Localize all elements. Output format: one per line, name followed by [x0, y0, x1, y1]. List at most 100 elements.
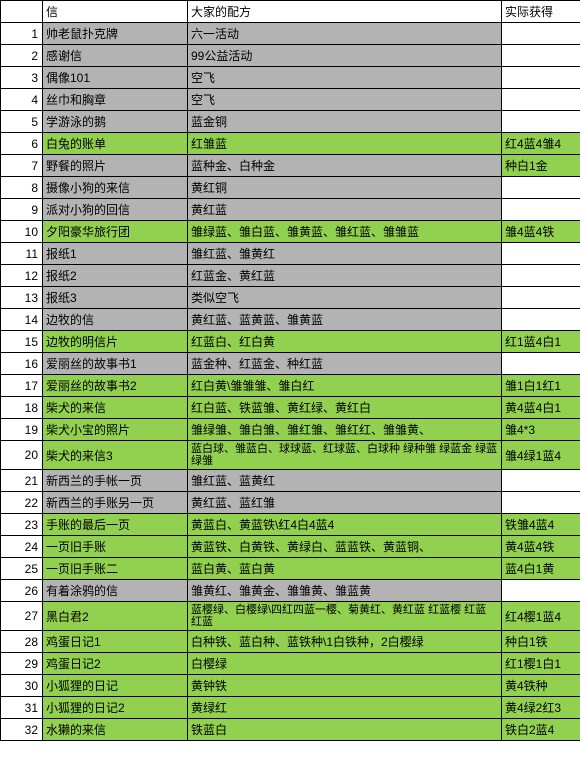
row-recipe: 黄红蓝、蓝黄蓝、雏黄蓝 [188, 309, 502, 331]
table-row: 11报纸1雏红蓝、雏黄红 [1, 243, 580, 265]
row-name: 边牧的明信片 [43, 331, 188, 353]
row-recipe: 黄蓝铁、白黄铁、黄绿白、蓝蓝铁、黄蓝铜、 [188, 536, 502, 558]
table-row: 15边牧的明信片红蓝白、红白黄红1蓝4白1 [1, 331, 580, 353]
row-recipe: 黄红蓝 [188, 199, 502, 221]
table-row: 22新西兰的手账另一页黄红蓝、蓝红雏 [1, 492, 580, 514]
row-number: 31 [1, 697, 43, 719]
table-row: 26有着涂鸦的信雏黄红、雏黄金、雏雏黄、雏蓝黄 [1, 580, 580, 602]
table-row: 9派对小狗的回信黄红蓝 [1, 199, 580, 221]
table-row: 13报纸3类似空飞 [1, 287, 580, 309]
table-row: 20柴犬的来信3蓝白球、雏蓝白、球球蓝、红球蓝、白球种 绿种雏 绿蓝金 绿蓝 绿… [1, 441, 580, 470]
row-result: 红4蓝4雏4 [502, 133, 580, 155]
row-result [502, 492, 580, 514]
row-number: 3 [1, 67, 43, 89]
row-recipe: 黄绿红 [188, 697, 502, 719]
row-result: 红4樱1蓝4 [502, 602, 580, 631]
table-row: 14边牧的信黄红蓝、蓝黄蓝、雏黄蓝 [1, 309, 580, 331]
row-name: 报纸2 [43, 265, 188, 287]
row-name: 一页旧手账 [43, 536, 188, 558]
row-name: 丝巾和胸章 [43, 89, 188, 111]
table-row: 12报纸2红蓝金、黄红蓝 [1, 265, 580, 287]
table-row: 30小狐狸的日记黄钟铁黄4铁种 [1, 675, 580, 697]
row-result: 黄4蓝4白1 [502, 397, 580, 419]
row-number: 1 [1, 23, 43, 45]
row-result: 黄4蓝4铁 [502, 536, 580, 558]
row-result: 种白1铁 [502, 631, 580, 653]
row-number: 17 [1, 375, 43, 397]
row-name: 有着涂鸦的信 [43, 580, 188, 602]
row-number: 26 [1, 580, 43, 602]
row-result [502, 67, 580, 89]
row-number: 29 [1, 653, 43, 675]
row-result: 雏4蓝4铁 [502, 221, 580, 243]
row-recipe: 蓝白黄、蓝白黄 [188, 558, 502, 580]
row-result [502, 353, 580, 375]
table-row: 17爱丽丝的故事书2红白黄\雏雏雏、雏白红雏1白1红1 [1, 375, 580, 397]
row-result [502, 45, 580, 67]
row-result [502, 580, 580, 602]
row-name: 柴犬的来信3 [43, 441, 188, 470]
row-name: 一页旧手账二 [43, 558, 188, 580]
row-name: 黑白君2 [43, 602, 188, 631]
row-number: 16 [1, 353, 43, 375]
row-number: 27 [1, 602, 43, 631]
row-number: 8 [1, 177, 43, 199]
row-recipe: 蓝白球、雏蓝白、球球蓝、红球蓝、白球种 绿种雏 绿蓝金 绿蓝 绿雏 [188, 441, 502, 470]
row-number: 30 [1, 675, 43, 697]
row-number: 19 [1, 419, 43, 441]
row-number: 7 [1, 155, 43, 177]
row-recipe: 类似空飞 [188, 287, 502, 309]
table-row: 32水獭的来信铁蓝白铁白2蓝4 [1, 719, 580, 741]
header-name: 信 [43, 1, 188, 23]
table-row: 18柴犬的来信红白蓝、铁蓝雏、黄红绿、黄红白黄4蓝4白1 [1, 397, 580, 419]
row-recipe: 红白蓝、铁蓝雏、黄红绿、黄红白 [188, 397, 502, 419]
row-number: 2 [1, 45, 43, 67]
row-name: 白兔的账单 [43, 133, 188, 155]
row-name: 爱丽丝的故事书2 [43, 375, 188, 397]
row-name: 摄像小狗的来信 [43, 177, 188, 199]
row-name: 爱丽丝的故事书1 [43, 353, 188, 375]
row-recipe: 雏绿雏、雏白雏、雏红雏、雏红红、雏雏黄、 [188, 419, 502, 441]
row-recipe: 白种铁、蓝白种、蓝铁种\1白铁种，2白樱绿 [188, 631, 502, 653]
row-result [502, 287, 580, 309]
row-name: 边牧的信 [43, 309, 188, 331]
table-row: 31小狐狸的日记2黄绿红黄4绿2红3 [1, 697, 580, 719]
table-row: 1帅老鼠扑克牌六一活动 [1, 23, 580, 45]
row-name: 鸡蛋日记2 [43, 653, 188, 675]
row-recipe: 雏红蓝、雏黄红 [188, 243, 502, 265]
row-recipe: 红蓝白、红白黄 [188, 331, 502, 353]
row-name: 报纸3 [43, 287, 188, 309]
row-result: 蓝4白1黄 [502, 558, 580, 580]
row-name: 小狐狸的日记2 [43, 697, 188, 719]
row-number: 10 [1, 221, 43, 243]
recipe-table: 信 大家的配方 实际获得 1帅老鼠扑克牌六一活动2感谢信99公益活动3偶像101… [0, 0, 580, 741]
row-name: 新西兰的手账另一页 [43, 492, 188, 514]
row-number: 28 [1, 631, 43, 653]
row-name: 帅老鼠扑克牌 [43, 23, 188, 45]
row-recipe: 雏黄红、雏黄金、雏雏黄、雏蓝黄 [188, 580, 502, 602]
row-number: 20 [1, 441, 43, 470]
row-recipe: 99公益活动 [188, 45, 502, 67]
row-recipe: 雏红蓝、蓝黄红 [188, 470, 502, 492]
table-row: 28鸡蛋日记1白种铁、蓝白种、蓝铁种\1白铁种，2白樱绿种白1铁 [1, 631, 580, 653]
row-result: 雏4绿1蓝4 [502, 441, 580, 470]
row-recipe: 红雏蓝 [188, 133, 502, 155]
row-name: 派对小狗的回信 [43, 199, 188, 221]
row-name: 报纸1 [43, 243, 188, 265]
row-result: 铁雏4蓝4 [502, 514, 580, 536]
header-num [1, 1, 43, 23]
row-recipe: 蓝种金、白种金 [188, 155, 502, 177]
row-number: 21 [1, 470, 43, 492]
row-recipe: 白樱绿 [188, 653, 502, 675]
row-result [502, 111, 580, 133]
row-recipe: 黄红蓝、蓝红雏 [188, 492, 502, 514]
table-row: 24一页旧手账黄蓝铁、白黄铁、黄绿白、蓝蓝铁、黄蓝铜、黄4蓝4铁 [1, 536, 580, 558]
table-row: 16爱丽丝的故事书1蓝金种、红蓝金、种红蓝 [1, 353, 580, 375]
row-number: 25 [1, 558, 43, 580]
table-row: 3偶像101空飞 [1, 67, 580, 89]
row-name: 偶像101 [43, 67, 188, 89]
row-name: 水獭的来信 [43, 719, 188, 741]
row-result: 雏1白1红1 [502, 375, 580, 397]
row-result: 黄4铁种 [502, 675, 580, 697]
row-name: 新西兰的手帐一页 [43, 470, 188, 492]
